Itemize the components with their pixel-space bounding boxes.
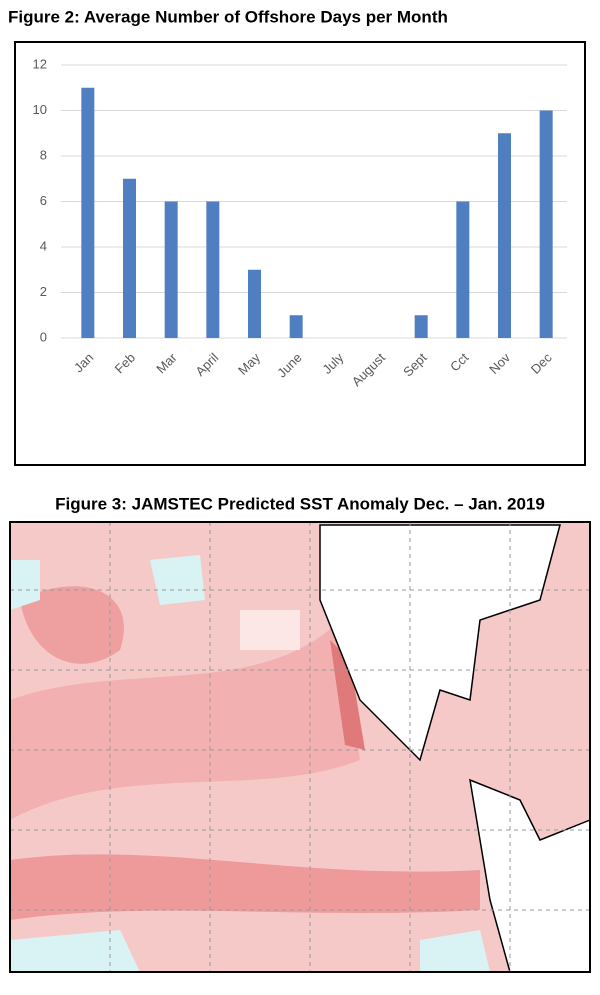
figure-caption: Figure 2: Average Number of Offshore Day… [8, 7, 448, 26]
bar [123, 178, 136, 338]
figure-caption: Figure 3: JAMSTEC Predicted SST Anomaly … [55, 494, 545, 513]
y-tick-label: 2 [40, 284, 47, 299]
bar [498, 133, 511, 338]
chart-frame [14, 41, 586, 466]
y-tick-label: 8 [40, 147, 47, 162]
bar [206, 201, 220, 338]
y-tick-label: 6 [40, 193, 47, 208]
bar [456, 201, 470, 338]
bar [289, 315, 303, 338]
y-tick-label: 10 [33, 102, 47, 117]
sst-map [9, 521, 591, 973]
bar [164, 201, 178, 338]
bar [81, 87, 95, 338]
y-tick-label: 12 [33, 56, 47, 71]
bar [539, 110, 553, 338]
y-tick-label: 4 [40, 238, 47, 253]
y-tick-label: 0 [40, 329, 47, 344]
bar [414, 315, 428, 338]
bar [248, 269, 261, 338]
